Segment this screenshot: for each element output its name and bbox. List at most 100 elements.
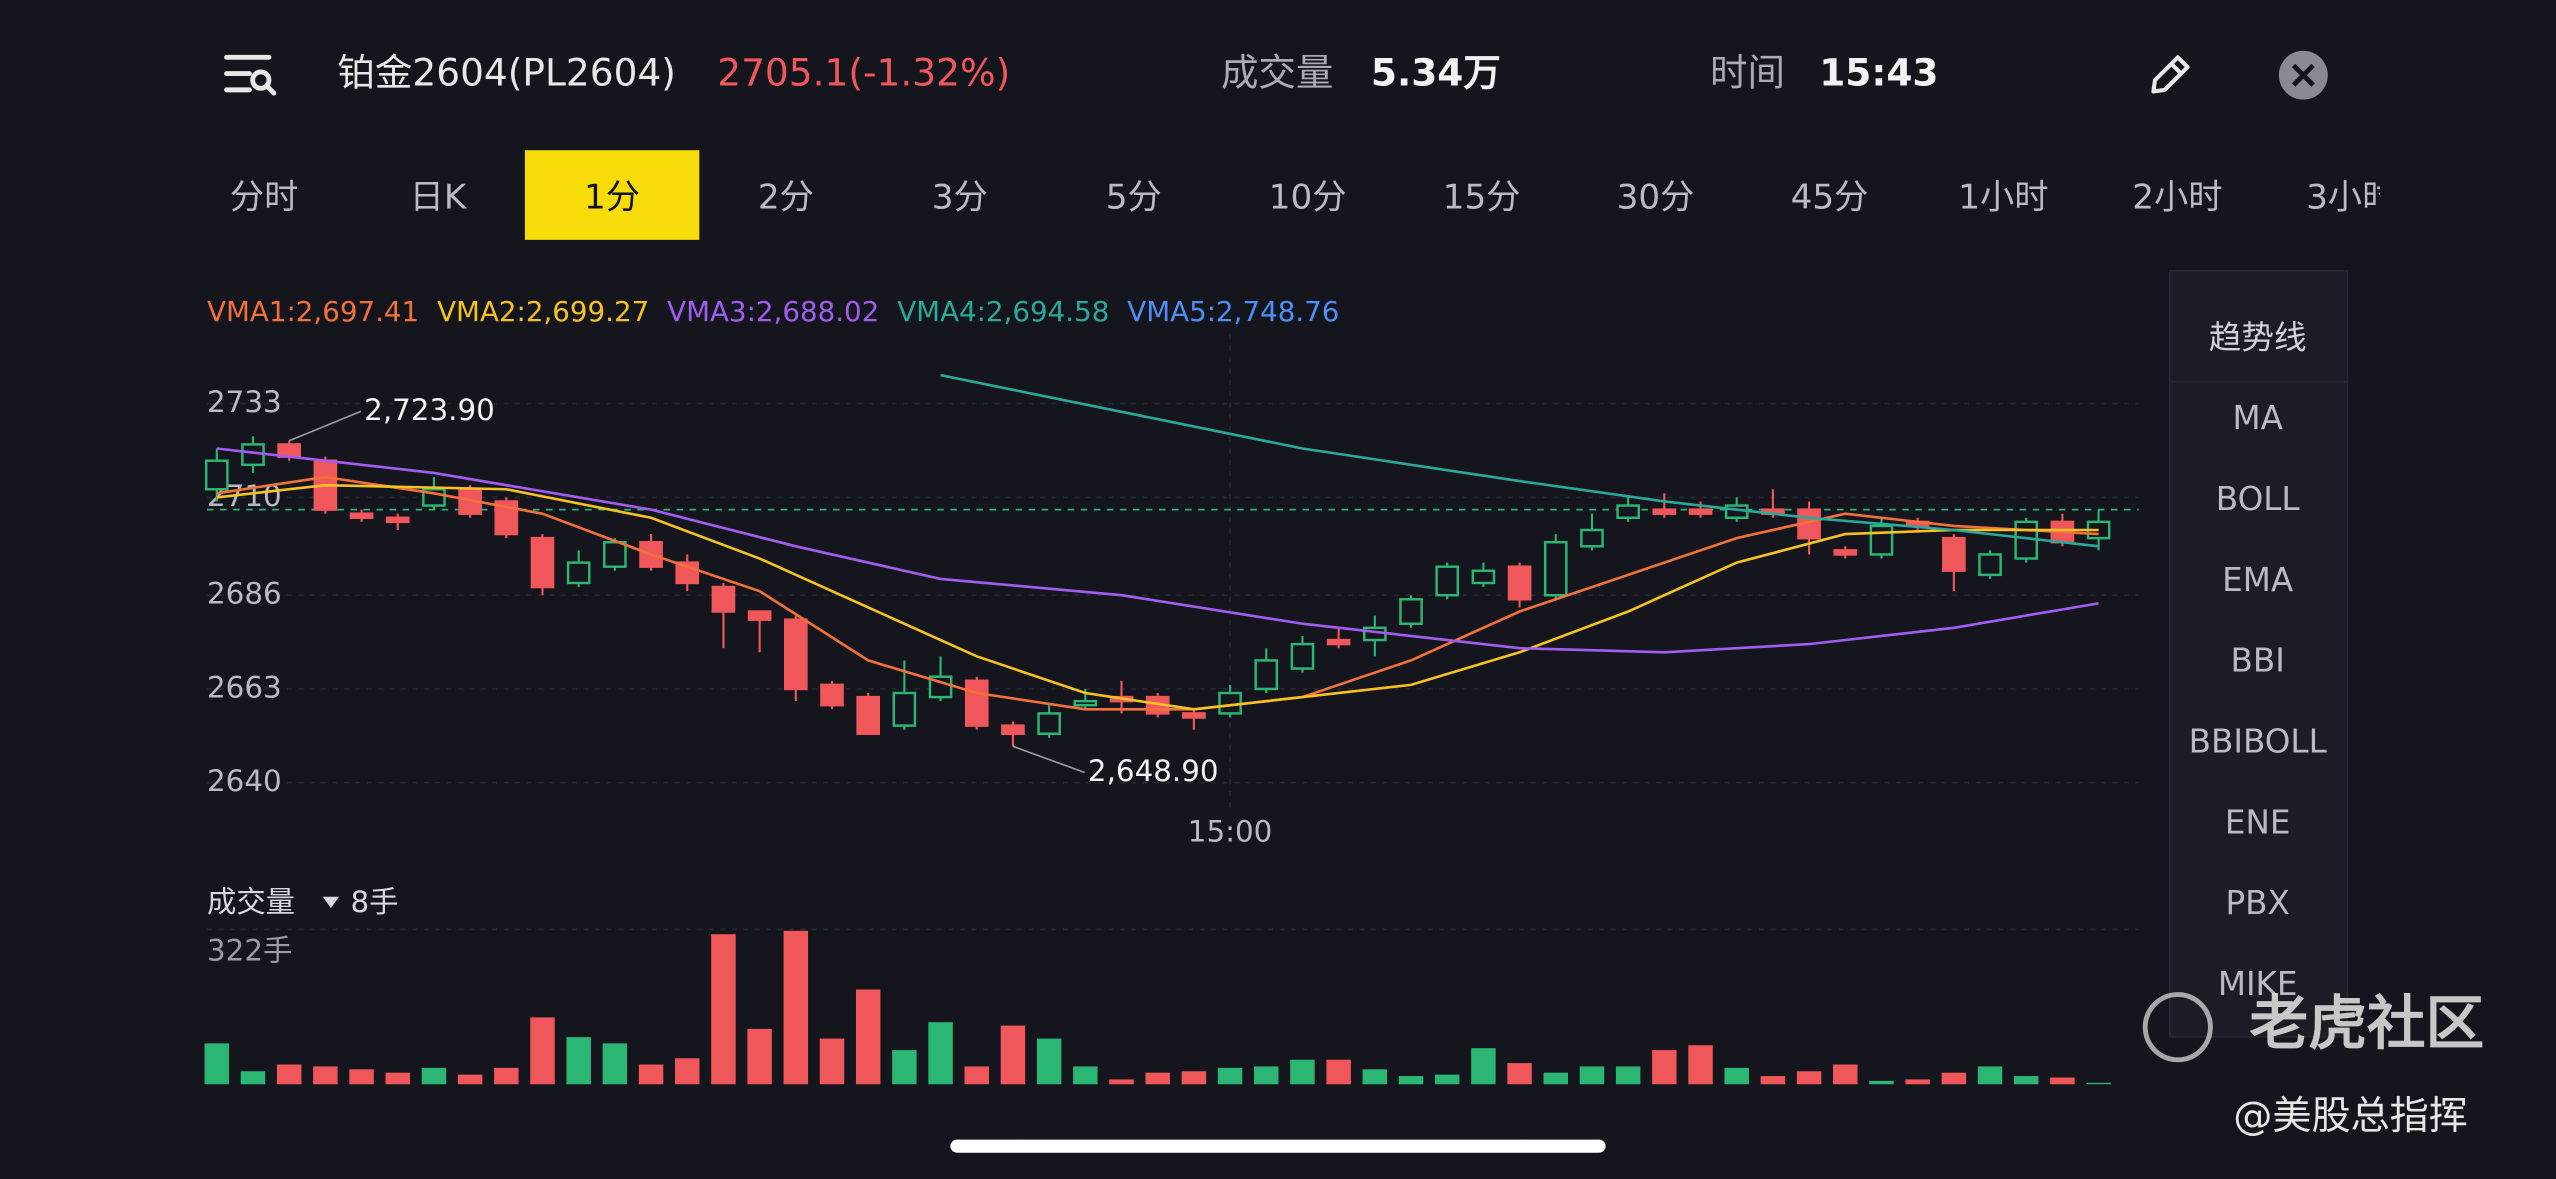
volume-bar — [1254, 1066, 1279, 1085]
volume-bar — [457, 1074, 483, 1085]
period-tab[interactable]: 45分 — [1791, 178, 1869, 218]
legend-entry: VMA3:2,688.02 — [667, 295, 879, 328]
edit-button[interactable] — [2151, 55, 2190, 94]
volume-bar — [276, 1064, 302, 1085]
instrument-name: 铂金2604(PL2604) — [337, 51, 676, 95]
volume-bar — [1796, 1071, 1822, 1085]
candle-body — [1833, 549, 1858, 556]
volume-bar — [1833, 1064, 1858, 1085]
candle-body — [747, 610, 772, 621]
volume-bar — [855, 989, 881, 1085]
candle-body — [1507, 565, 1532, 601]
x-tick-label: 15:00 — [1188, 815, 1273, 849]
chart: VMA1:2,697.41 VMA2:2,699.27 VMA3:2,688.02 V… — [204, 295, 2139, 1085]
volume-bar — [1905, 1079, 1930, 1085]
candle-body — [530, 536, 555, 589]
period-tab[interactable]: 3分 — [932, 178, 988, 218]
volume-bar — [1036, 1038, 1062, 1085]
period-tab[interactable]: 2小时 — [2132, 178, 2222, 218]
volume-bar — [819, 1038, 845, 1085]
candle-body — [349, 512, 374, 519]
period-tab[interactable]: 分时 — [230, 178, 298, 218]
candle-body — [892, 691, 917, 727]
time-label: 时间 — [1710, 51, 1785, 95]
volume-bar — [928, 1022, 953, 1085]
period-tab[interactable]: 1分 — [584, 178, 640, 218]
volume-bar — [1145, 1072, 1170, 1085]
period-tab[interactable]: 5分 — [1106, 178, 1162, 218]
candle-body — [1073, 699, 1098, 707]
annotation-leader — [1012, 745, 1085, 774]
volume-bar — [1434, 1074, 1460, 1085]
volume-bar — [638, 1064, 664, 1085]
indicator-item[interactable]: BBI — [2231, 642, 2285, 680]
volume-value: 5.34万 — [1371, 51, 1501, 95]
moving-average-line — [216, 475, 2099, 711]
annotation-label: 2,723.90 — [364, 393, 495, 427]
candle-body — [1037, 712, 1061, 735]
indicator-item[interactable]: BOLL — [2216, 480, 2300, 518]
candle-body — [603, 541, 627, 568]
volume-bar — [1073, 1066, 1098, 1085]
candle-body — [1543, 541, 1568, 597]
indicator-item[interactable]: PBX — [2226, 884, 2290, 922]
period-tabs: 分时 日K 1分 2分 3分 5分 10分 15分 30分 45分 1小时 2小时 3小时 — [230, 150, 2396, 240]
indicator-item[interactable]: MIKE — [2218, 965, 2298, 1003]
period-tab[interactable]: 15分 — [1443, 178, 1521, 218]
menu-button[interactable] — [224, 54, 277, 96]
y-tick-label: 2640 — [207, 764, 282, 798]
period-tab[interactable]: 3小时 — [2306, 178, 2396, 218]
volume-label: 成交量 — [1221, 51, 1333, 95]
indicator-item[interactable]: EMA — [2222, 561, 2294, 599]
period-tab[interactable]: 30分 — [1617, 178, 1695, 218]
candle-body — [1942, 536, 1966, 572]
indicator-item[interactable]: ENE — [2225, 803, 2291, 841]
volume-dropdown[interactable] — [322, 896, 340, 909]
price-change: 2705.1(-1.32%) — [717, 51, 1010, 95]
volume-bar — [1724, 1067, 1749, 1085]
home-indicator — [950, 1139, 1606, 1153]
legend-entry: VMA5:2,748.76 — [1127, 295, 1339, 328]
volume-bar — [566, 1037, 591, 1085]
volume-bar — [385, 1072, 410, 1085]
volume-bar — [1579, 1066, 1605, 1085]
candle-body — [783, 618, 808, 691]
volume-bar — [1977, 1066, 2003, 1085]
candle-body — [1399, 598, 1423, 625]
volume-bar — [1290, 1059, 1315, 1085]
time-value: 15:43 — [1819, 51, 1938, 95]
candle-body — [1326, 638, 1351, 646]
volume-current: 8手 — [350, 885, 398, 919]
volume-bar — [421, 1067, 447, 1085]
candle-body — [1435, 565, 1460, 597]
period-tab[interactable]: 日K — [410, 178, 468, 218]
y-tick-label: 2686 — [207, 577, 282, 611]
indicator-item[interactable]: BBIBOLL — [2189, 723, 2327, 761]
candle-body — [1869, 524, 1894, 556]
volume-bar — [2086, 1082, 2111, 1085]
annotation-leader — [288, 410, 362, 442]
volume-bar — [1507, 1063, 1532, 1085]
volume-bar — [494, 1067, 519, 1085]
volume-bar — [1615, 1066, 1641, 1085]
candle-body — [1580, 528, 1604, 548]
volume-bar — [2013, 1076, 2039, 1085]
volume-bar — [1543, 1072, 1568, 1085]
close-button[interactable] — [2278, 50, 2328, 100]
period-tab[interactable]: 10分 — [1269, 178, 1347, 218]
volume-bar — [240, 1071, 266, 1085]
legend-entry: VMA1:2,697.41 — [207, 295, 419, 328]
volume-bar — [1326, 1059, 1351, 1085]
candle-body — [856, 695, 881, 735]
volume-bar — [313, 1066, 338, 1085]
period-tab[interactable]: 2分 — [758, 178, 814, 218]
volume-bar — [964, 1066, 989, 1085]
indicator-item[interactable]: MA — [2232, 399, 2283, 437]
indicator-item[interactable]: 趋势线 — [2209, 318, 2307, 356]
candle-body — [1688, 508, 1713, 515]
moving-average-line — [216, 483, 2099, 711]
volume-bar — [1217, 1067, 1243, 1085]
period-tab[interactable]: 1小时 — [1958, 178, 2048, 218]
candle-body — [1471, 569, 1496, 585]
watermark-author: @美股总指挥 — [2233, 1094, 2468, 1139]
